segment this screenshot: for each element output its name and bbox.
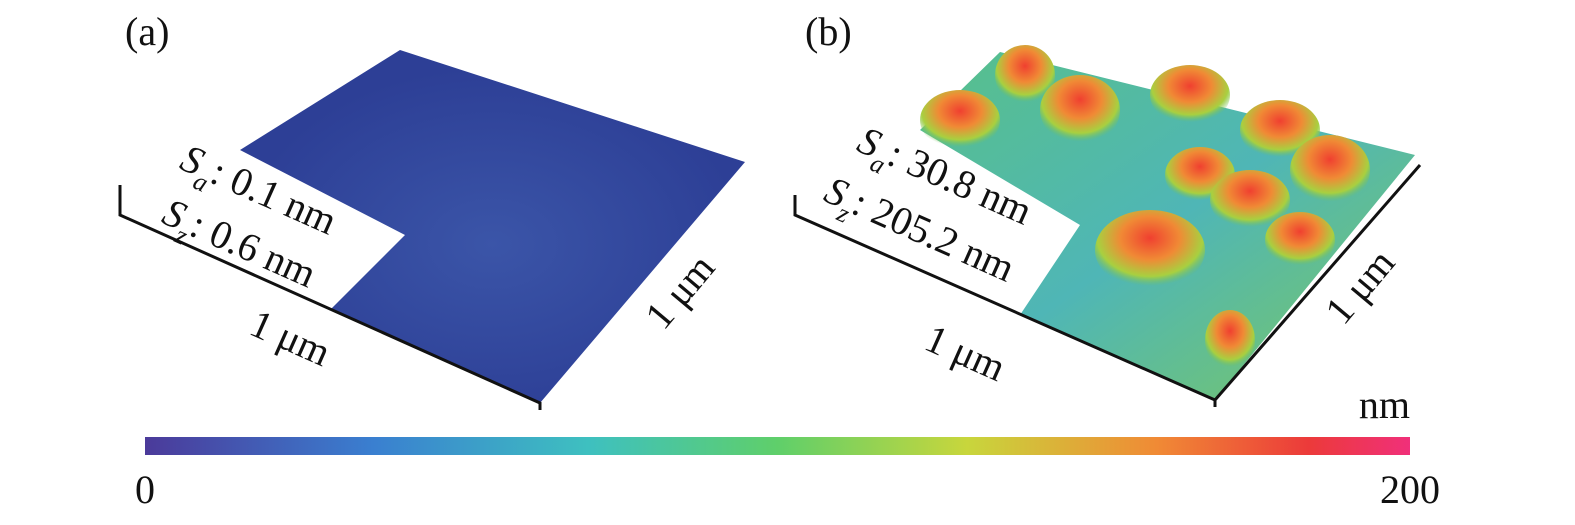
colorbar-unit: nm: [1359, 382, 1410, 427]
colorbar-min: 0: [135, 467, 155, 512]
panel-b-surface: [793, 45, 1422, 407]
colorbar-max: 200: [1380, 467, 1440, 512]
x-size-label: 1 μm: [919, 315, 1013, 390]
panel-a-surface: [118, 50, 745, 410]
panel-label: (a): [125, 9, 169, 54]
panel-label: (b): [805, 9, 852, 54]
colorbar: [145, 437, 1410, 455]
x-size-label: 1 μm: [244, 300, 338, 375]
